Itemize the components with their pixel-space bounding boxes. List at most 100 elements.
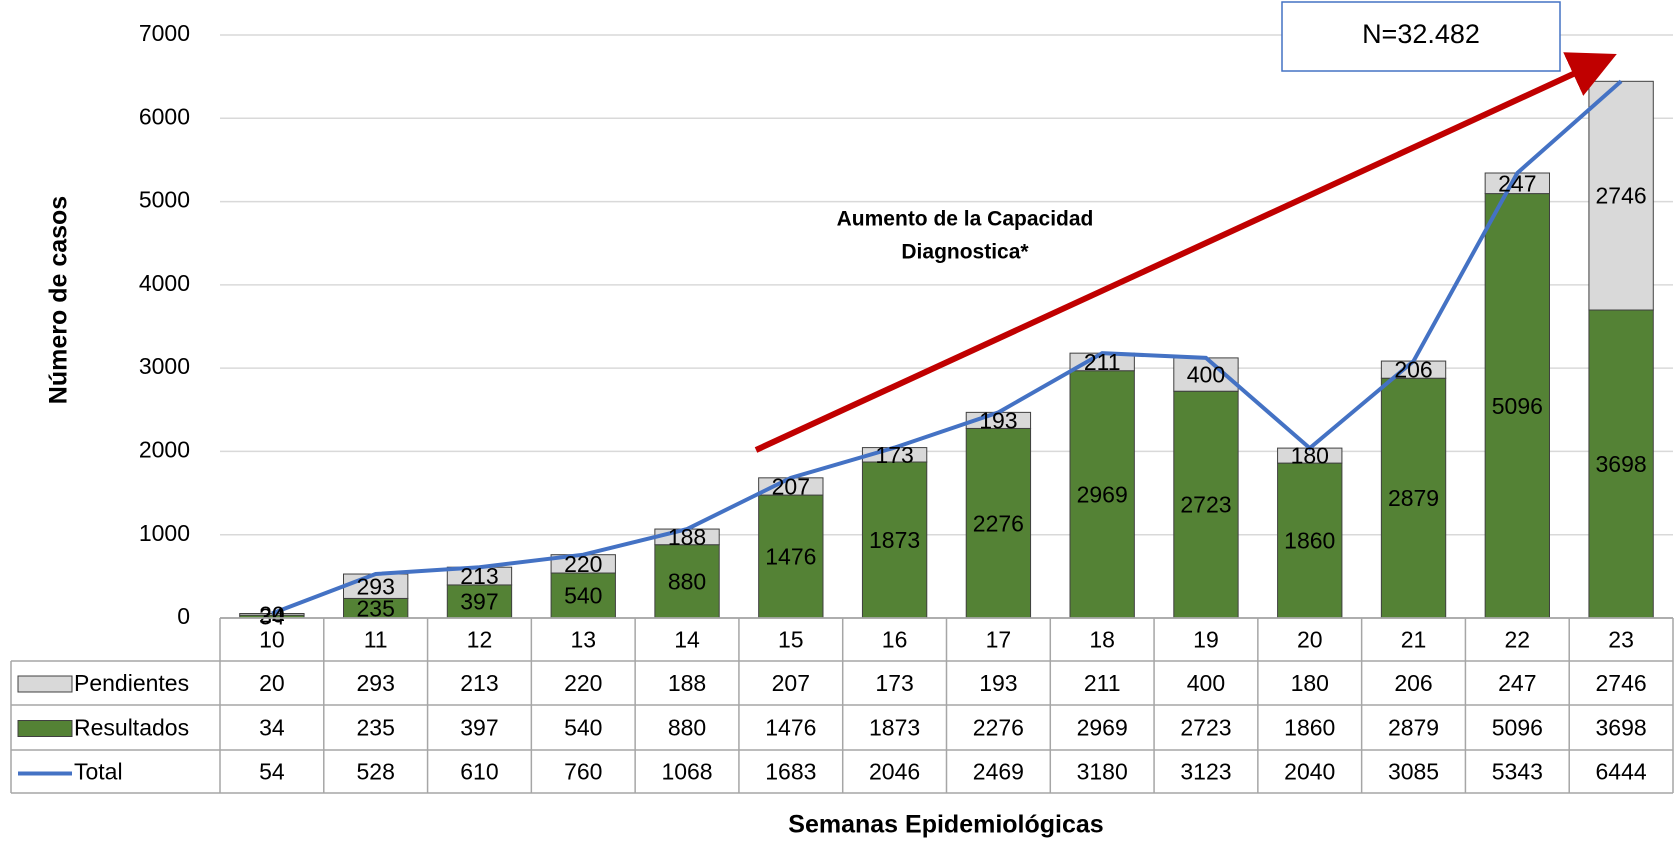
- data-label: 1860: [1284, 528, 1335, 554]
- x-tick-label: 19: [1193, 627, 1219, 653]
- legend-label: Resultados: [74, 715, 189, 741]
- x-tick-label: 20: [1297, 627, 1323, 653]
- x-tick-label: 15: [778, 627, 804, 653]
- table-cell: 220: [564, 670, 602, 696]
- table-cell: 180: [1291, 670, 1329, 696]
- total-line: [271, 79, 1623, 616]
- bar-segment: [758, 494, 824, 619]
- table-cell: 3085: [1388, 759, 1439, 785]
- y-tick-label: 5000: [139, 187, 190, 213]
- data-label: 207: [772, 474, 810, 500]
- y-tick-label: 6000: [139, 103, 190, 129]
- table-cell: 2969: [1077, 715, 1128, 741]
- total-box-text: N=32.482: [1362, 19, 1480, 49]
- data-label: 880: [668, 568, 706, 594]
- table-cell: 2469: [973, 759, 1024, 785]
- data-label: 220: [564, 551, 602, 577]
- x-tick-label: 22: [1505, 627, 1531, 653]
- table-cell: 760: [564, 759, 602, 785]
- x-tick-label: 17: [986, 627, 1012, 653]
- bar-segment: [1069, 370, 1135, 619]
- data-label: 235: [356, 595, 394, 621]
- table-cell: 2040: [1284, 759, 1335, 785]
- table-cell: 193: [979, 670, 1017, 696]
- data-label: 34: [259, 604, 285, 630]
- legend-label: Pendientes: [74, 670, 189, 696]
- y-axis-title: Número de casos: [45, 196, 73, 404]
- data-label: 247: [1498, 170, 1536, 196]
- table-cell: 1068: [661, 759, 712, 785]
- table-cell: 54: [259, 759, 285, 785]
- bar-segment: [965, 427, 1032, 619]
- annotation: Diagnostica*: [901, 241, 1029, 264]
- data-label: 193: [979, 407, 1017, 433]
- plot: 0 1000 2000 3000 4000 5000 6000 7000 34 235 397 540…: [10, 20, 1674, 794]
- x-tick-label: 14: [674, 627, 700, 653]
- data-label: 293: [356, 573, 394, 599]
- table-cell: 211: [1084, 670, 1121, 696]
- table-cell: 3123: [1180, 759, 1231, 785]
- data-label: 2746: [1596, 183, 1647, 209]
- bar-segment: [861, 461, 928, 619]
- legend-label: Total: [74, 759, 123, 785]
- data-label: 1873: [869, 527, 920, 553]
- table-cell: 293: [356, 670, 394, 696]
- data-label: 173: [875, 442, 913, 468]
- data-label: 2879: [1388, 485, 1439, 511]
- x-tick-label: 12: [467, 627, 493, 653]
- table-cell: 1860: [1284, 715, 1335, 741]
- data-label: 213: [460, 563, 498, 589]
- table-cell: 1683: [765, 759, 816, 785]
- bar-segment: [1588, 309, 1654, 619]
- table-cell: 173: [875, 670, 913, 696]
- bar-segment: [550, 572, 616, 619]
- table-cell: 1476: [765, 715, 816, 741]
- table-cell: 206: [1394, 670, 1432, 696]
- y-tick-label: 3000: [139, 353, 190, 379]
- data-label: 2276: [973, 510, 1024, 536]
- y-tick-label: 7000: [139, 20, 190, 46]
- table-cell: 2046: [869, 759, 920, 785]
- table-cell: 397: [460, 715, 498, 741]
- table-cell: 247: [1498, 670, 1536, 696]
- table-cell: 3180: [1077, 759, 1128, 785]
- table-cell: 880: [668, 715, 706, 741]
- table-cell: 235: [356, 715, 394, 741]
- data-label: 400: [1187, 362, 1225, 388]
- table-cell: 34: [259, 715, 285, 741]
- data-label: 1476: [765, 544, 816, 570]
- y-tick-label: 0: [177, 603, 190, 629]
- data-label: 180: [1291, 443, 1329, 469]
- table-cell: 400: [1187, 670, 1225, 696]
- data-label: 2969: [1077, 481, 1128, 507]
- data-label: 188: [668, 524, 706, 550]
- bar-segment: [1277, 462, 1343, 619]
- annotation: Aumento de la Capacidad: [837, 208, 1094, 231]
- table-cell: 1873: [869, 715, 920, 741]
- data-label: 206: [1394, 357, 1432, 383]
- table-cell: 2723: [1180, 715, 1231, 741]
- table-cell: 5343: [1492, 759, 1543, 785]
- table-cell: 2879: [1388, 715, 1439, 741]
- total-box: [1281, 1, 1561, 72]
- data-label: 2723: [1180, 492, 1231, 518]
- y-tick-label: 4000: [139, 270, 190, 296]
- table-cell: 540: [564, 715, 602, 741]
- data-label: 211: [1084, 349, 1121, 375]
- data-label: 3698: [1596, 451, 1647, 477]
- x-tick-label: 23: [1608, 627, 1634, 653]
- data-label: 397: [460, 589, 498, 615]
- x-tick-label: 21: [1401, 627, 1427, 653]
- y-tick-label: 2000: [139, 437, 190, 463]
- x-tick-label: 13: [570, 627, 596, 653]
- table-cell: 528: [356, 759, 394, 785]
- legend-swatch: [17, 675, 73, 693]
- table-cell: 213: [460, 670, 498, 696]
- bar-segment: [1380, 377, 1447, 619]
- table-cell: 207: [772, 670, 810, 696]
- table-cell: 610: [460, 759, 498, 785]
- bar-segment: [1588, 80, 1654, 311]
- x-tick-label: 10: [259, 627, 285, 653]
- x-tick-label: 16: [882, 627, 908, 653]
